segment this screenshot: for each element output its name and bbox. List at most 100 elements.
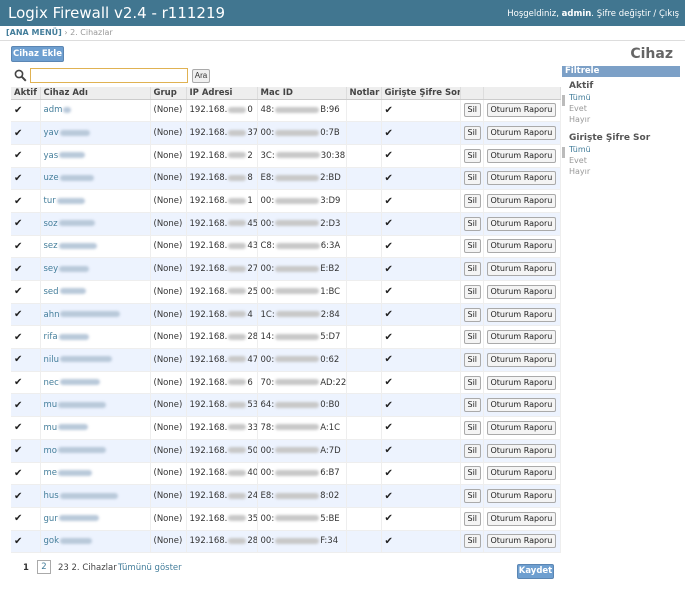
filter-option[interactable]: Hayır	[569, 115, 591, 124]
active-checkbox-cell[interactable]: ✔	[11, 303, 41, 327]
save-button[interactable]: Kaydet	[517, 564, 554, 579]
session-report-button[interactable]: Oturum Raporu	[486, 103, 557, 118]
ask-password-cell[interactable]: ✔	[381, 257, 461, 281]
session-report-button[interactable]: Oturum Raporu	[486, 194, 557, 209]
active-checkbox[interactable]: ✔	[14, 286, 23, 298]
delete-button[interactable]: Sil	[463, 262, 482, 277]
active-checkbox[interactable]: ✔	[14, 218, 23, 230]
session-report-button[interactable]: Oturum Raporu	[486, 534, 557, 549]
delete-button[interactable]: Sil	[463, 511, 482, 526]
active-checkbox[interactable]: ✔	[14, 172, 23, 184]
device-name-cell[interactable]: yas	[40, 144, 151, 168]
device-name-link[interactable]: sez	[43, 241, 58, 252]
device-name-cell[interactable]: mu	[40, 416, 151, 440]
session-report-button[interactable]: Oturum Raporu	[486, 352, 557, 367]
active-checkbox[interactable]: ✔	[14, 354, 23, 366]
session-report-button[interactable]: Oturum Raporu	[486, 420, 557, 435]
active-checkbox-cell[interactable]: ✔	[11, 439, 41, 463]
device-name-cell[interactable]: mo	[40, 439, 151, 463]
session-report-button[interactable]: Oturum Raporu	[486, 148, 557, 163]
search-input[interactable]	[30, 68, 188, 83]
ask-password-cell[interactable]: ✔	[381, 212, 461, 236]
session-report-button[interactable]: Oturum Raporu	[486, 307, 557, 322]
ask-password-checkbox[interactable]: ✔	[384, 490, 393, 502]
device-name-cell[interactable]: nilu	[40, 348, 151, 372]
delete-button[interactable]: Sil	[463, 148, 482, 163]
ask-password-checkbox[interactable]: ✔	[384, 195, 393, 207]
device-name-cell[interactable]: sez	[40, 235, 151, 259]
session-report-button[interactable]: Oturum Raporu	[486, 262, 557, 277]
active-checkbox[interactable]: ✔	[14, 490, 23, 502]
session-report-button[interactable]: Oturum Raporu	[486, 216, 557, 231]
active-checkbox-cell[interactable]: ✔	[11, 393, 41, 418]
device-name-cell[interactable]: me	[40, 462, 151, 486]
device-name-link[interactable]: uze	[43, 173, 59, 184]
column-header[interactable]: Aktif	[11, 87, 41, 100]
ask-password-checkbox[interactable]: ✔	[384, 286, 393, 298]
ask-password-cell[interactable]: ✔	[381, 393, 461, 418]
session-report-button[interactable]: Oturum Raporu	[486, 375, 557, 390]
active-checkbox[interactable]: ✔	[14, 127, 23, 139]
device-name-cell[interactable]: hus	[40, 484, 151, 508]
delete-button[interactable]: Sil	[463, 171, 482, 186]
session-report-button[interactable]: Oturum Raporu	[486, 443, 557, 458]
delete-button[interactable]: Sil	[463, 216, 482, 231]
device-name-link[interactable]: hus	[43, 491, 59, 502]
active-checkbox-cell[interactable]: ✔	[11, 325, 41, 350]
ask-password-cell[interactable]: ✔	[381, 530, 461, 554]
device-name-link[interactable]: tur	[43, 196, 56, 207]
active-checkbox-cell[interactable]: ✔	[11, 416, 41, 440]
device-name-cell[interactable]: nec	[40, 371, 151, 395]
device-name-link[interactable]: mo	[43, 445, 57, 456]
active-checkbox[interactable]: ✔	[14, 150, 23, 162]
delete-button[interactable]: Sil	[463, 466, 482, 481]
ask-password-checkbox[interactable]: ✔	[384, 422, 393, 434]
device-name-cell[interactable]: ahn	[40, 303, 151, 327]
active-checkbox-cell[interactable]: ✔	[11, 462, 41, 486]
active-checkbox-cell[interactable]: ✔	[11, 257, 41, 281]
active-checkbox-cell[interactable]: ✔	[11, 212, 41, 236]
active-checkbox[interactable]: ✔	[14, 445, 23, 457]
session-report-button[interactable]: Oturum Raporu	[486, 511, 557, 526]
ask-password-checkbox[interactable]: ✔	[384, 218, 393, 230]
page-2-link[interactable]: 2	[37, 560, 51, 574]
ask-password-checkbox[interactable]: ✔	[384, 513, 393, 525]
ask-password-cell[interactable]: ✔	[381, 303, 461, 327]
ask-password-cell[interactable]: ✔	[381, 121, 461, 145]
ask-password-checkbox[interactable]: ✔	[384, 104, 393, 116]
ask-password-cell[interactable]: ✔	[381, 99, 461, 123]
ask-password-checkbox[interactable]: ✔	[384, 399, 393, 411]
active-checkbox[interactable]: ✔	[14, 104, 23, 116]
active-checkbox[interactable]: ✔	[14, 309, 23, 321]
device-name-link[interactable]: gur	[43, 513, 58, 524]
show-all-link[interactable]: Tümünü göster	[118, 563, 182, 573]
active-checkbox[interactable]: ✔	[14, 195, 23, 207]
column-header[interactable]: Girişte Şifre Sor	[381, 87, 461, 100]
active-checkbox-cell[interactable]: ✔	[11, 99, 41, 123]
delete-button[interactable]: Sil	[463, 284, 482, 299]
ask-password-checkbox[interactable]: ✔	[384, 150, 393, 162]
ask-password-checkbox[interactable]: ✔	[384, 331, 393, 343]
device-name-cell[interactable]: mu	[40, 393, 151, 418]
device-name-cell[interactable]: sed	[40, 280, 151, 304]
device-name-link[interactable]: gok	[43, 536, 60, 547]
add-device-button[interactable]: Cihaz Ekle	[11, 46, 64, 62]
delete-button[interactable]: Sil	[463, 534, 482, 549]
device-name-link[interactable]: yav	[43, 128, 59, 139]
device-name-cell[interactable]: gok	[40, 530, 151, 554]
delete-button[interactable]: Sil	[463, 126, 482, 141]
session-report-button[interactable]: Oturum Raporu	[486, 284, 557, 299]
active-checkbox-cell[interactable]: ✔	[11, 144, 41, 168]
active-checkbox[interactable]: ✔	[14, 377, 23, 389]
column-header[interactable]: IP Adresi	[186, 87, 258, 100]
device-name-cell[interactable]: gur	[40, 507, 151, 531]
filter-option[interactable]: Tümü	[569, 93, 591, 102]
device-name-cell[interactable]: rifa	[40, 325, 151, 350]
change-password-link[interactable]: Şifre değiştir	[596, 9, 651, 19]
delete-button[interactable]: Sil	[463, 194, 482, 209]
ask-password-checkbox[interactable]: ✔	[384, 240, 393, 252]
filter-option[interactable]: Evet	[569, 104, 587, 113]
search-button[interactable]: Ara	[192, 69, 210, 83]
device-name-link[interactable]: adm	[43, 105, 63, 116]
device-name-link[interactable]: me	[43, 468, 58, 479]
